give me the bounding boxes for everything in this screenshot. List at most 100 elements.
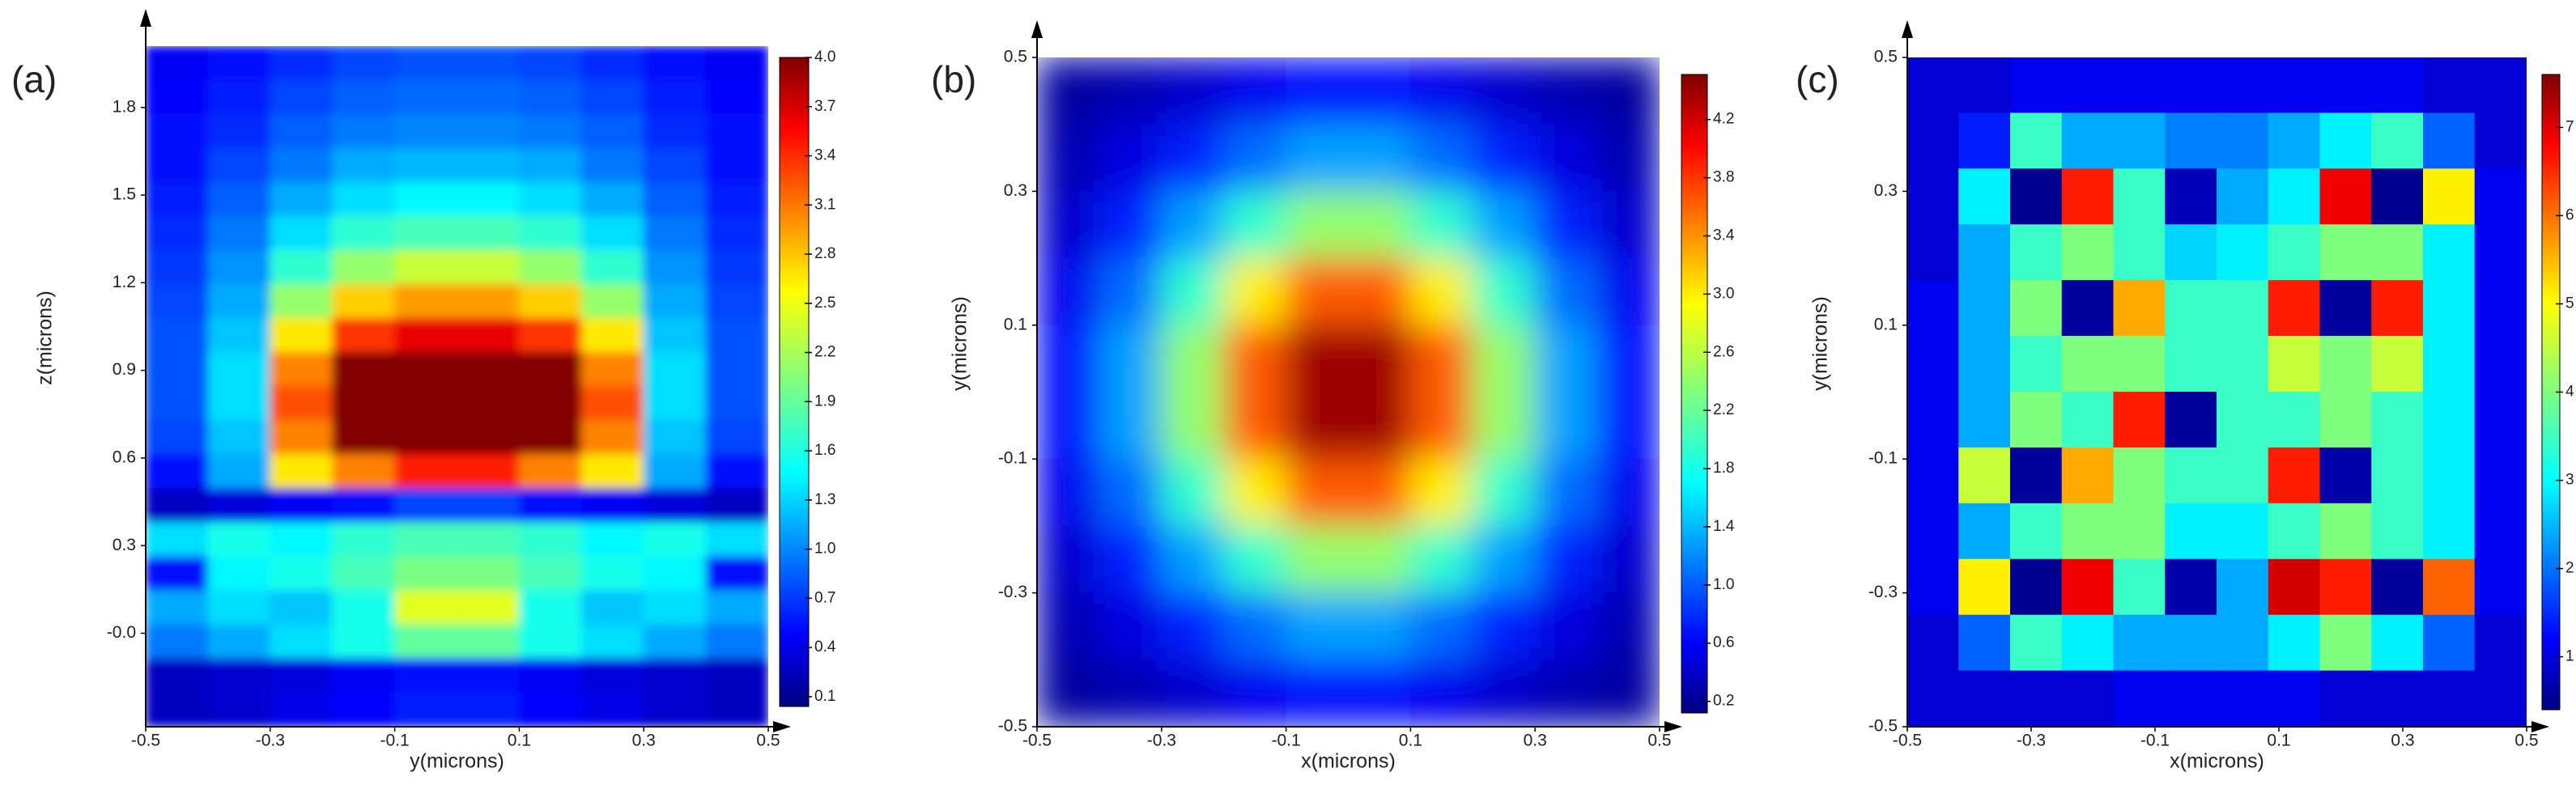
heatmap-cell — [1958, 392, 2011, 448]
colorbar-tick-label: 1.8 — [1713, 460, 1734, 477]
heatmap-cell — [580, 46, 644, 81]
heatmap-cell — [580, 420, 644, 456]
heatmap-cell — [270, 317, 334, 353]
heatmap-cell — [1223, 525, 1287, 594]
heatmap-cell — [1907, 112, 1960, 170]
y-tick-label: 0.6 — [113, 448, 136, 466]
colorbar-tick-label: 7 — [2565, 118, 2574, 135]
x-axis-arrow — [2531, 721, 2549, 732]
heatmap-cell — [1409, 57, 1473, 125]
heatmap-cell — [1286, 392, 1349, 460]
heatmap-cell — [1099, 592, 1163, 660]
heatmap-cell — [2113, 503, 2166, 560]
heatmap-cell — [2217, 614, 2269, 672]
heatmap-cell — [1348, 525, 1411, 594]
heatmap-cell — [2165, 503, 2217, 560]
heatmap-cell — [270, 79, 334, 115]
heatmap-cell — [1907, 447, 1960, 504]
heatmap-cell — [394, 215, 457, 251]
heatmap-cell — [518, 113, 582, 149]
heatmap-cell — [518, 249, 582, 285]
heatmap-cell — [394, 658, 457, 694]
heatmap-cell — [270, 147, 334, 183]
heatmap-cell — [518, 488, 582, 524]
heatmap-cell — [1409, 257, 1473, 326]
heatmap-cell — [457, 249, 520, 285]
heatmap-cell — [2165, 112, 2217, 170]
heatmap-cell — [1037, 325, 1100, 392]
heatmap-cell — [518, 522, 582, 558]
heatmap-cell — [643, 692, 707, 727]
heatmap-cell — [1534, 392, 1598, 460]
heatmap-cell — [518, 420, 582, 456]
heatmap-cell — [270, 283, 334, 319]
heatmap-cell — [207, 488, 271, 524]
heatmap-cell — [2371, 168, 2424, 226]
heatmap-cell — [270, 556, 334, 592]
heatmap-cell — [394, 590, 457, 626]
heatmap-cell — [2165, 57, 2217, 114]
y-axis-title: y(microns) — [1809, 296, 1832, 391]
heatmap-cell — [580, 181, 644, 217]
heatmap-cell — [1037, 458, 1100, 527]
heatmap-cell — [146, 488, 209, 524]
heatmap — [146, 46, 768, 727]
heatmap-cell — [1409, 190, 1473, 259]
heatmap-cell — [1286, 325, 1349, 392]
heatmap-cell — [146, 522, 209, 558]
x-tick-label: 0.3 — [2391, 732, 2414, 750]
heatmap-cell — [1223, 392, 1287, 460]
x-tick-label: 0.3 — [632, 732, 656, 750]
heatmap-cell — [518, 147, 582, 183]
heatmap-cell — [1161, 592, 1225, 660]
heatmap-cell — [332, 317, 396, 353]
colorbar-tick-label: 1.0 — [1713, 576, 1734, 593]
heatmap-cell — [457, 658, 520, 694]
heatmap-cell — [2113, 392, 2166, 448]
heatmap-cell — [2010, 168, 2063, 226]
heatmap-cell — [2474, 558, 2527, 616]
heatmap-cell — [146, 351, 209, 387]
heatmap-cell — [2113, 614, 2166, 672]
heatmap-cell — [643, 283, 707, 319]
heatmap-cell — [1534, 592, 1598, 660]
heatmap-cell — [1596, 257, 1660, 326]
heatmap-cell — [705, 351, 768, 387]
heatmap-cell — [270, 454, 334, 490]
heatmap-cell — [270, 249, 334, 285]
heatmap-cell — [2010, 447, 2063, 504]
heatmap-cell — [2423, 614, 2476, 672]
heatmap-cell — [2217, 558, 2269, 616]
heatmap-cell — [207, 113, 271, 149]
heatmap-cell — [580, 351, 644, 387]
heatmap-cell — [1409, 392, 1473, 460]
x-axis-arrow — [1664, 721, 1682, 732]
heatmap-cell — [2423, 392, 2476, 448]
heatmap-cell — [1958, 447, 2011, 504]
heatmap-cell — [580, 79, 644, 115]
y-axis-title: y(microns) — [949, 296, 971, 391]
heatmap-cell — [394, 46, 457, 81]
heatmap — [1037, 57, 1660, 727]
heatmap-cell — [2113, 280, 2166, 337]
y-tick-label: 0.3 — [1004, 181, 1027, 200]
heatmap-cell — [705, 215, 768, 251]
heatmap-cell — [1161, 190, 1225, 259]
heatmap-cell — [1958, 224, 2011, 282]
heatmap-cell — [2268, 614, 2321, 672]
y-tick-label: -0.5 — [1868, 717, 1898, 736]
heatmap-cell — [207, 46, 271, 81]
heatmap-cell — [457, 317, 520, 353]
heatmap-cell — [643, 454, 707, 490]
heatmap-cell — [1596, 190, 1660, 259]
heatmap-cell — [2423, 224, 2476, 282]
heatmap-cell — [705, 181, 768, 217]
heatmap-cell — [1958, 280, 2011, 337]
colorbar-tick-label: 1.9 — [814, 392, 835, 409]
heatmap-cell — [2474, 447, 2527, 504]
heatmap-cell — [2371, 336, 2424, 392]
heatmap-cell — [457, 488, 520, 524]
heatmap-cell — [1596, 525, 1660, 594]
heatmap-cell — [518, 283, 582, 319]
